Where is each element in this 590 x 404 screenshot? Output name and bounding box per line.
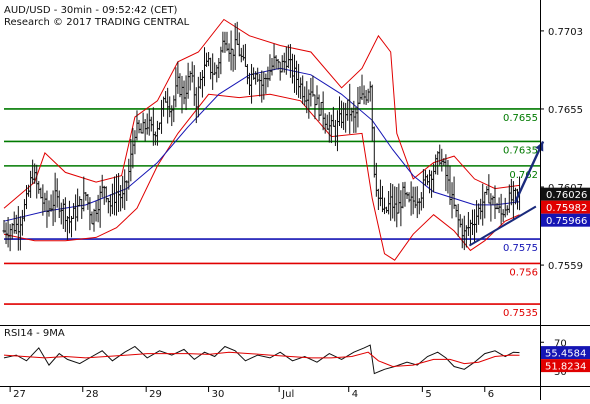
level-label-3: 0.7575	[503, 243, 538, 254]
x-axis: 27 28 29 30 Jul 4 5 6	[10, 387, 494, 400]
price-tag-label-2: 0.75966	[546, 216, 587, 227]
rsi-tag-label-1: 51.8234	[545, 361, 586, 372]
level-label-5: 0.7535	[503, 308, 538, 319]
x-tick-label-2: 29	[149, 389, 162, 400]
level-label-2: 0.762	[509, 170, 538, 181]
main-price-pane: 0.7655 0.7635 0.762 0.7575 0.756 0.7535 0.7703…	[3, 20, 590, 320]
x-tick-label-6: 5	[425, 389, 431, 400]
price-tag-label-0: 0.76026	[546, 190, 587, 201]
price-tag-label-1: 0.75982	[546, 203, 587, 214]
level-label-1: 0.7635	[503, 145, 538, 156]
x-tick-label-5: 4	[352, 389, 358, 400]
x-tick-label-0: 27	[13, 389, 26, 400]
rsi-title: RSI14 - 9MA	[4, 328, 65, 339]
price-bars	[3, 22, 522, 251]
level-label-4: 0.756	[509, 267, 538, 278]
level-label-0: 0.7655	[503, 113, 538, 124]
y-tick-label-1: 0.7655	[548, 105, 583, 116]
chart-subtitle: Research © 2017 TRADING CENTRAL	[4, 17, 190, 28]
x-tick-label-3: 30	[212, 389, 225, 400]
chart-title: AUD/USD - 30min - 09:52:42 (CET)	[4, 5, 178, 16]
x-tick-label-1: 28	[86, 389, 99, 400]
x-tick-label-4: Jul	[281, 389, 294, 400]
y-tick-label-3: 0.7559	[548, 261, 583, 272]
x-tick-label-7: 6	[488, 389, 494, 400]
y-tick-label-0: 0.7703	[548, 27, 583, 38]
upper-band	[4, 20, 520, 209]
rsi-series-1	[4, 352, 520, 366]
rsi-tag-label-0: 55.4584	[545, 348, 586, 359]
